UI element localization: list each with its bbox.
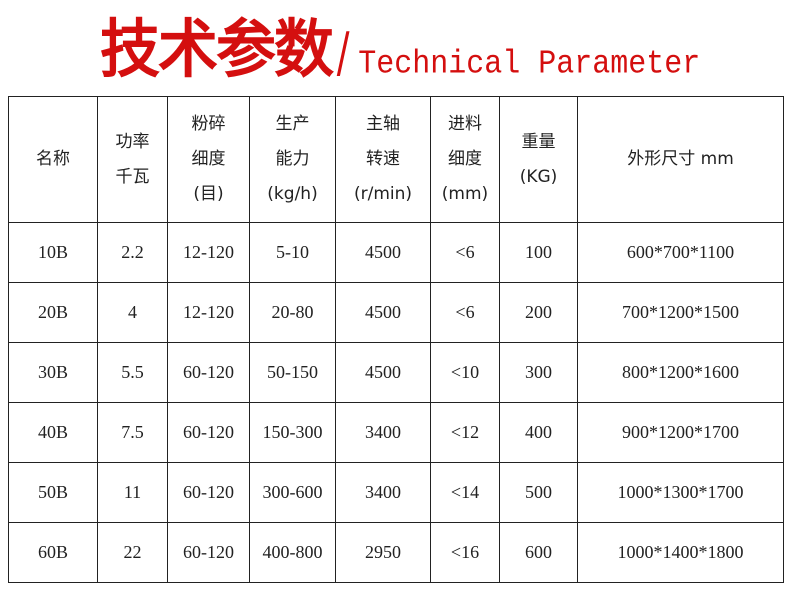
column-header-line: 细度 (448, 149, 482, 169)
table-cell: 3400 (335, 462, 431, 523)
table-cell: 50B (8, 462, 98, 523)
table-cell: 3400 (335, 402, 431, 463)
column-header: 进料细度 (mm) (430, 96, 500, 223)
table-cell: <14 (430, 462, 500, 523)
table-row: 40B 7.5 60-120 150-300 3400 <12 400 900*1200*17… (8, 402, 784, 463)
table-cell: 7.5 (97, 402, 168, 463)
column-header-line: (目) (193, 184, 224, 204)
column-header: 外形尺寸 mm (577, 96, 784, 223)
table-cell: 20B (8, 282, 98, 343)
table-row: 20B 4 12-120 20-80 4500 <6 200 700*1200*1500 (8, 282, 784, 343)
table-cell: 30B (8, 342, 98, 403)
table-cell: 400 (499, 402, 578, 463)
column-header-line: 能力 (275, 149, 310, 169)
table-cell: 60B (8, 522, 98, 583)
table-cell: 900*1200*1700 (577, 402, 784, 463)
table-row: 30B 5.5 60-120 50-150 4500 <10 300 800*1200*160… (8, 342, 784, 403)
table-cell: 100 (499, 222, 578, 283)
column-header-line: 功率 (115, 131, 150, 152)
column-header: 重量 (KG) (499, 96, 578, 223)
table-cell: 60-120 (167, 462, 250, 523)
table-cell: 10B (8, 222, 98, 283)
table-cell: 150-300 (249, 402, 336, 463)
table-cell: 4500 (335, 282, 431, 343)
table-cell: 12-120 (167, 222, 250, 283)
table-cell: 1000*1400*1800 (577, 522, 784, 583)
column-header-line: 生产 (275, 114, 310, 134)
table-cell: 22 (97, 522, 168, 583)
table-cell: 4 (97, 282, 168, 343)
table-cell: 40B (8, 402, 98, 463)
table-cell: <6 (430, 222, 500, 283)
table-cell: 600 (499, 522, 578, 583)
column-header: 生产能力 (kg/h) (249, 96, 336, 223)
column-header-line: (r/min) (353, 184, 413, 204)
parameter-table: 名称 功率千瓦 粉碎细度 (目) 生产能力 (kg/h) 主轴转速 (r/min) 进料细度 (m… (8, 96, 784, 583)
column-header-line: 千瓦 (115, 166, 150, 187)
table-row: 60B 22 60-120 400-800 2950 <16 600 1000*1400*18… (8, 522, 784, 583)
table-cell: 300 (499, 342, 578, 403)
table-cell: 300-600 (249, 462, 336, 523)
table-cell: 2950 (335, 522, 431, 583)
column-header: 名称 (8, 96, 98, 223)
table-cell: <6 (430, 282, 500, 343)
table-row: 50B 11 60-120 300-600 3400 <14 500 1000*1300*17… (8, 462, 784, 523)
header-row: 名称 功率千瓦 粉碎细度 (目) 生产能力 (kg/h) 主轴转速 (r/min) 进料细度 (m… (8, 96, 784, 223)
table-cell: 5.5 (97, 342, 168, 403)
column-header-line: 重量 (521, 131, 556, 152)
table-cell: 12-120 (167, 282, 250, 343)
table-cell: 600*700*1100 (577, 222, 784, 283)
column-header: 主轴转速 (r/min) (335, 96, 431, 223)
table-cell: 500 (499, 462, 578, 523)
table-cell: 2.2 (97, 222, 168, 283)
table-cell: 11 (97, 462, 168, 523)
table-cell: 20-80 (249, 282, 336, 343)
column-header-line: (kg/h) (267, 184, 318, 204)
column-header-line: (mm) (441, 184, 489, 204)
column-header-line: 转速 (366, 149, 400, 169)
title-english: Technical Parameter (358, 46, 701, 84)
table-cell: 4500 (335, 222, 431, 283)
column-header-line: 细度 (191, 149, 226, 169)
column-header-line: 外形尺寸 mm (627, 149, 734, 169)
page-title: 技术参数 / Technical Parameter (100, 8, 700, 88)
column-header-line: 主轴 (366, 114, 400, 134)
table-cell: 5-10 (249, 222, 336, 283)
column-header-line: 粉碎 (191, 114, 226, 134)
column-header: 粉碎细度 (目) (167, 96, 250, 223)
table-cell: 50-150 (249, 342, 336, 403)
column-header-line: 名称 (36, 149, 70, 169)
table-cell: 1000*1300*1700 (577, 462, 784, 523)
title-chinese: 技术参数 (100, 13, 334, 87)
column-header: 功率 千瓦 (97, 96, 168, 223)
table-cell: <16 (430, 522, 500, 583)
table-cell: 60-120 (167, 402, 250, 463)
table-cell: 200 (499, 282, 578, 343)
table-cell: 700*1200*1500 (577, 282, 784, 343)
table-cell: 800*1200*1600 (577, 342, 784, 403)
table-cell: <12 (430, 402, 500, 463)
column-header-line: 进料 (448, 114, 482, 134)
table-cell: 400-800 (249, 522, 336, 583)
column-header-line: (KG) (519, 166, 558, 187)
table-row: 10B 2.2 12-120 5-10 4500 <6 100 600*700*1100 (8, 222, 784, 283)
table-cell: 60-120 (167, 342, 250, 403)
title-separator: / (336, 21, 350, 84)
table-cell: 60-120 (167, 522, 250, 583)
table-cell: 4500 (335, 342, 431, 403)
table-cell: <10 (430, 342, 500, 403)
